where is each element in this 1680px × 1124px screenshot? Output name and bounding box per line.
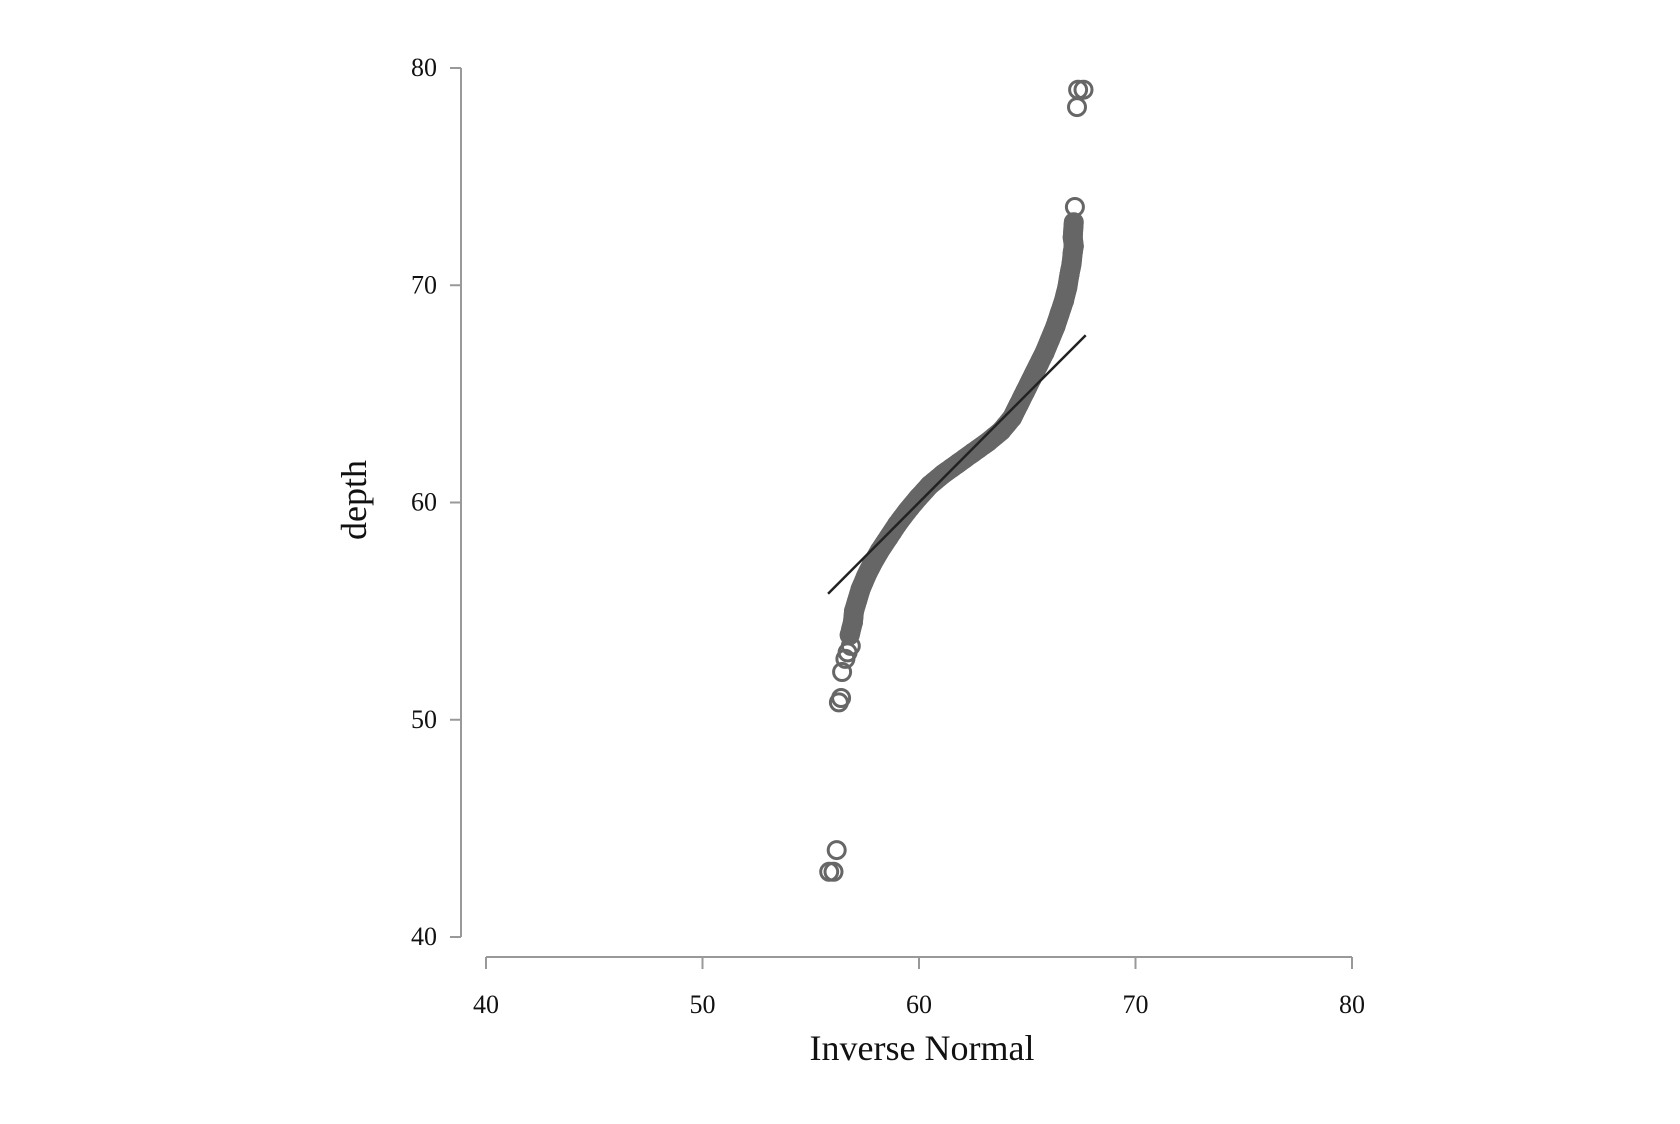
data-points: [819, 79, 1094, 882]
data-point: [1045, 316, 1066, 337]
data-point: [1073, 79, 1094, 100]
y-tick-label: 80: [411, 53, 437, 82]
x-tick-label: 50: [690, 990, 716, 1019]
y-tick-label: 70: [411, 270, 437, 299]
data-point: [831, 688, 852, 708]
data-point: [844, 601, 864, 622]
y-tick-label: 50: [411, 705, 437, 734]
data-point: [948, 453, 968, 474]
x-axis-title: Inverse Normal: [810, 1028, 1035, 1068]
data-point: [1068, 79, 1089, 100]
x-tick-label: 40: [473, 990, 499, 1019]
data-point: [1064, 197, 1085, 217]
data-point: [887, 514, 908, 535]
data-point: [826, 840, 847, 861]
data-point: [919, 475, 940, 496]
data-point: [839, 625, 860, 645]
data-point: [1062, 227, 1083, 248]
x-tick-label: 70: [1123, 990, 1149, 1019]
data-point: [907, 488, 928, 509]
data-point: [823, 861, 844, 882]
data-point: [1049, 303, 1070, 324]
data-point: [840, 635, 861, 656]
x-axis: 40 50 60 70 80: [473, 956, 1365, 1019]
data-point: [932, 464, 953, 485]
data-point: [843, 612, 863, 632]
x-tick-label: 80: [1339, 990, 1365, 1019]
y-tick-label: 60: [411, 488, 437, 517]
data-point: [991, 420, 1012, 441]
y-tick-label: 40: [411, 922, 437, 951]
data-point: [1057, 277, 1078, 298]
data-point: [1067, 97, 1087, 118]
data-point: [832, 662, 853, 682]
data-point: [1059, 264, 1080, 285]
reference-line: [827, 334, 1087, 595]
y-axis: 40 50 60 70 80: [411, 53, 462, 951]
x-tick-label: 60: [906, 990, 932, 1019]
data-point: [847, 590, 868, 611]
y-axis-title: depth: [334, 460, 374, 540]
data-point: [1054, 290, 1075, 311]
reference-line-layer: [827, 334, 1087, 595]
data-point: [1063, 236, 1084, 257]
data-point: [963, 442, 984, 463]
data-point: [897, 501, 918, 522]
data-point: [1063, 212, 1084, 233]
